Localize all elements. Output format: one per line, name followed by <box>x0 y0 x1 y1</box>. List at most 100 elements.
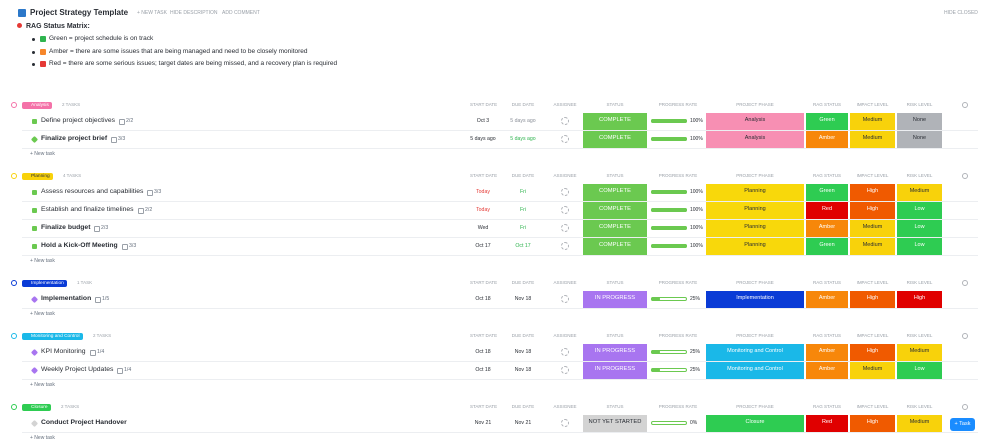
rag-cell[interactable]: Amber <box>806 219 848 237</box>
rag-cell[interactable]: Red <box>806 414 848 432</box>
task-name[interactable]: Weekly Project Updates <box>41 365 114 373</box>
new-task-button[interactable]: + New task <box>30 311 55 317</box>
risk-cell[interactable]: Medium <box>897 414 942 432</box>
status-cell[interactable]: COMPLETE <box>583 183 647 201</box>
task-name[interactable]: Finalize project brief <box>41 134 108 142</box>
impact-cell[interactable]: Medium <box>850 130 895 148</box>
status-cell[interactable]: IN PROGRESS <box>583 343 647 361</box>
impact-cell[interactable]: High <box>850 290 895 308</box>
impact-cell[interactable]: High <box>850 414 895 432</box>
assignee[interactable] <box>561 224 569 232</box>
rag-cell[interactable]: Amber <box>806 343 848 361</box>
group-tag[interactable]: Analysis <box>22 101 52 109</box>
add-comment-button[interactable]: ADD COMMENT <box>222 10 260 16</box>
task-row[interactable] <box>22 219 978 238</box>
phase-cell[interactable]: Implementation <box>706 290 804 308</box>
new-task-button[interactable]: + NEW TASK <box>137 10 167 16</box>
impact-cell[interactable]: Medium <box>850 237 895 255</box>
assignee[interactable] <box>561 117 569 125</box>
assignee[interactable] <box>561 295 569 303</box>
add-task-button[interactable]: + Task <box>950 418 975 431</box>
rag-cell[interactable]: Green <box>806 112 848 130</box>
add-column[interactable] <box>962 102 968 108</box>
impact-cell[interactable]: High <box>850 343 895 361</box>
impact-cell[interactable]: High <box>850 201 895 219</box>
risk-cell[interactable]: Low <box>897 219 942 237</box>
task-row[interactable] <box>22 343 978 362</box>
risk-cell[interactable]: Low <box>897 201 942 219</box>
phase-cell[interactable]: Planning <box>706 237 804 255</box>
risk-cell[interactable]: Medium <box>897 183 942 201</box>
rag-cell[interactable]: Green <box>806 183 848 201</box>
task-row[interactable] <box>22 414 978 433</box>
hide-closed-button[interactable]: HIDE CLOSED <box>944 10 978 16</box>
impact-cell[interactable]: Medium <box>850 219 895 237</box>
collapse-toggle[interactable] <box>11 404 17 410</box>
task-name[interactable]: Finalize budget <box>41 223 91 231</box>
new-task-button[interactable]: + New task <box>30 382 55 388</box>
phase-cell[interactable]: Planning <box>706 183 804 201</box>
assignee[interactable] <box>561 348 569 356</box>
task-row[interactable] <box>22 112 978 131</box>
phase-cell[interactable]: Analysis <box>706 130 804 148</box>
impact-cell[interactable]: Medium <box>850 112 895 130</box>
assignee[interactable] <box>561 366 569 374</box>
new-task-button[interactable]: + New task <box>30 435 55 439</box>
risk-cell[interactable]: None <box>897 130 942 148</box>
phase-cell[interactable]: Planning <box>706 219 804 237</box>
phase-cell[interactable]: Planning <box>706 201 804 219</box>
rag-cell[interactable]: Amber <box>806 130 848 148</box>
group-tag[interactable]: Implementation <box>22 279 67 287</box>
new-task-button[interactable]: + New task <box>30 258 55 264</box>
assignee[interactable] <box>561 188 569 196</box>
task-row[interactable] <box>22 130 978 149</box>
task-row[interactable] <box>22 237 978 256</box>
add-column[interactable] <box>962 333 968 339</box>
assignee[interactable] <box>561 242 569 250</box>
rag-cell[interactable]: Amber <box>806 290 848 308</box>
task-row[interactable] <box>22 183 978 202</box>
impact-cell[interactable]: High <box>850 183 895 201</box>
risk-cell[interactable]: Low <box>897 237 942 255</box>
task-name[interactable]: KPI Monitoring <box>41 347 86 355</box>
collapse-toggle[interactable] <box>11 102 17 108</box>
status-cell[interactable]: COMPLETE <box>583 201 647 219</box>
assignee[interactable] <box>561 419 569 427</box>
risk-cell[interactable]: High <box>897 290 942 308</box>
collapse-toggle[interactable] <box>11 173 17 179</box>
collapse-toggle[interactable] <box>11 280 17 286</box>
phase-cell[interactable]: Closure <box>706 414 804 432</box>
risk-cell[interactable]: Medium <box>897 343 942 361</box>
status-cell[interactable]: NOT YET STARTED <box>583 414 647 432</box>
group-tag[interactable]: Planning <box>22 172 53 180</box>
task-name[interactable]: Conduct Project Handover <box>41 418 127 426</box>
rag-cell[interactable]: Red <box>806 201 848 219</box>
task-name[interactable]: Assess resources and capabilities <box>41 187 144 195</box>
task-name[interactable]: Define project objectives <box>41 116 116 124</box>
task-name[interactable]: Implementation <box>41 294 92 302</box>
status-cell[interactable]: COMPLETE <box>583 219 647 237</box>
assignee[interactable] <box>561 135 569 143</box>
risk-cell[interactable]: Low <box>897 361 942 379</box>
rag-cell[interactable]: Amber <box>806 361 848 379</box>
task-row[interactable] <box>22 361 978 380</box>
hide-description-button[interactable]: HIDE DESCRIPTION <box>170 10 218 16</box>
rag-cell[interactable]: Green <box>806 237 848 255</box>
task-row[interactable] <box>22 290 978 309</box>
assignee[interactable] <box>561 206 569 214</box>
status-cell[interactable]: COMPLETE <box>583 130 647 148</box>
status-cell[interactable]: COMPLETE <box>583 237 647 255</box>
group-tag[interactable]: Monitoring and Control <box>22 332 83 340</box>
new-task-button[interactable]: + New task <box>30 151 55 157</box>
impact-cell[interactable]: Medium <box>850 361 895 379</box>
status-cell[interactable]: IN PROGRESS <box>583 361 647 379</box>
add-column[interactable] <box>962 173 968 179</box>
task-name[interactable]: Hold a Kick-Off Meeting <box>41 241 118 249</box>
phase-cell[interactable]: Monitoring and Control <box>706 361 804 379</box>
phase-cell[interactable]: Monitoring and Control <box>706 343 804 361</box>
group-tag[interactable]: Closure <box>22 403 51 411</box>
task-name[interactable]: Establish and finalize timelines <box>41 205 134 213</box>
task-row[interactable] <box>22 201 978 220</box>
status-cell[interactable]: IN PROGRESS <box>583 290 647 308</box>
phase-cell[interactable]: Analysis <box>706 112 804 130</box>
